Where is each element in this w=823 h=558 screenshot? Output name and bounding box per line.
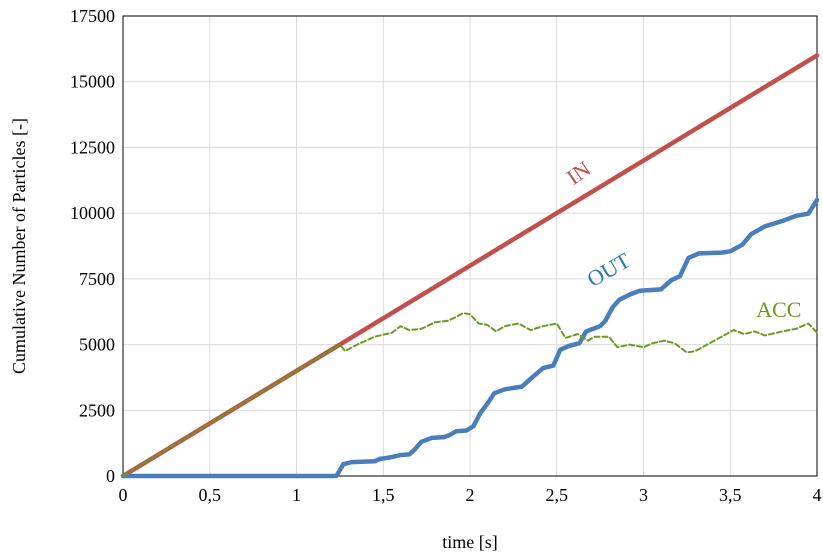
series-annotations: IN OUT ACC bbox=[562, 156, 802, 322]
series-label-out: OUT bbox=[583, 247, 635, 292]
y-axis-label: Cumulative Number of Particles [-] bbox=[9, 118, 29, 374]
y-tick-label: 10000 bbox=[70, 203, 115, 223]
x-tick-label: 1 bbox=[292, 485, 301, 505]
y-tick-label: 12500 bbox=[70, 137, 115, 157]
x-tick-label: 2 bbox=[466, 485, 475, 505]
x-tick-label: 2,5 bbox=[546, 485, 569, 505]
y-tick-label: 0 bbox=[106, 466, 115, 486]
y-tick-label: 17500 bbox=[70, 6, 115, 26]
y-axis-ticks: 0 2500 5000 7500 10000 12500 15000 17500 bbox=[70, 6, 115, 486]
y-tick-label: 15000 bbox=[70, 72, 115, 92]
x-tick-label: 3,5 bbox=[719, 485, 742, 505]
x-tick-label: 0 bbox=[119, 485, 128, 505]
x-axis-label: time [s] bbox=[442, 532, 498, 552]
y-tick-label: 2500 bbox=[79, 400, 115, 420]
y-tick-label: 7500 bbox=[79, 269, 115, 289]
series-label-acc: ACC bbox=[756, 297, 801, 322]
grid-lines bbox=[122, 15, 818, 477]
y-tick-label: 5000 bbox=[79, 335, 115, 355]
series-layer bbox=[120, 53, 820, 479]
x-tick-label: 1,5 bbox=[372, 485, 395, 505]
x-axis-ticks: 0 0,5 1 1,5 2 2,5 3 3,5 4 bbox=[119, 485, 822, 505]
x-tick-label: 4 bbox=[813, 485, 822, 505]
plot-area-frame bbox=[122, 15, 818, 477]
series-line-out bbox=[120, 197, 820, 479]
series-line-acc bbox=[122, 312, 818, 477]
x-tick-label: 0,5 bbox=[199, 485, 222, 505]
series-label-in: IN bbox=[562, 156, 595, 190]
x-tick-label: 3 bbox=[639, 485, 648, 505]
